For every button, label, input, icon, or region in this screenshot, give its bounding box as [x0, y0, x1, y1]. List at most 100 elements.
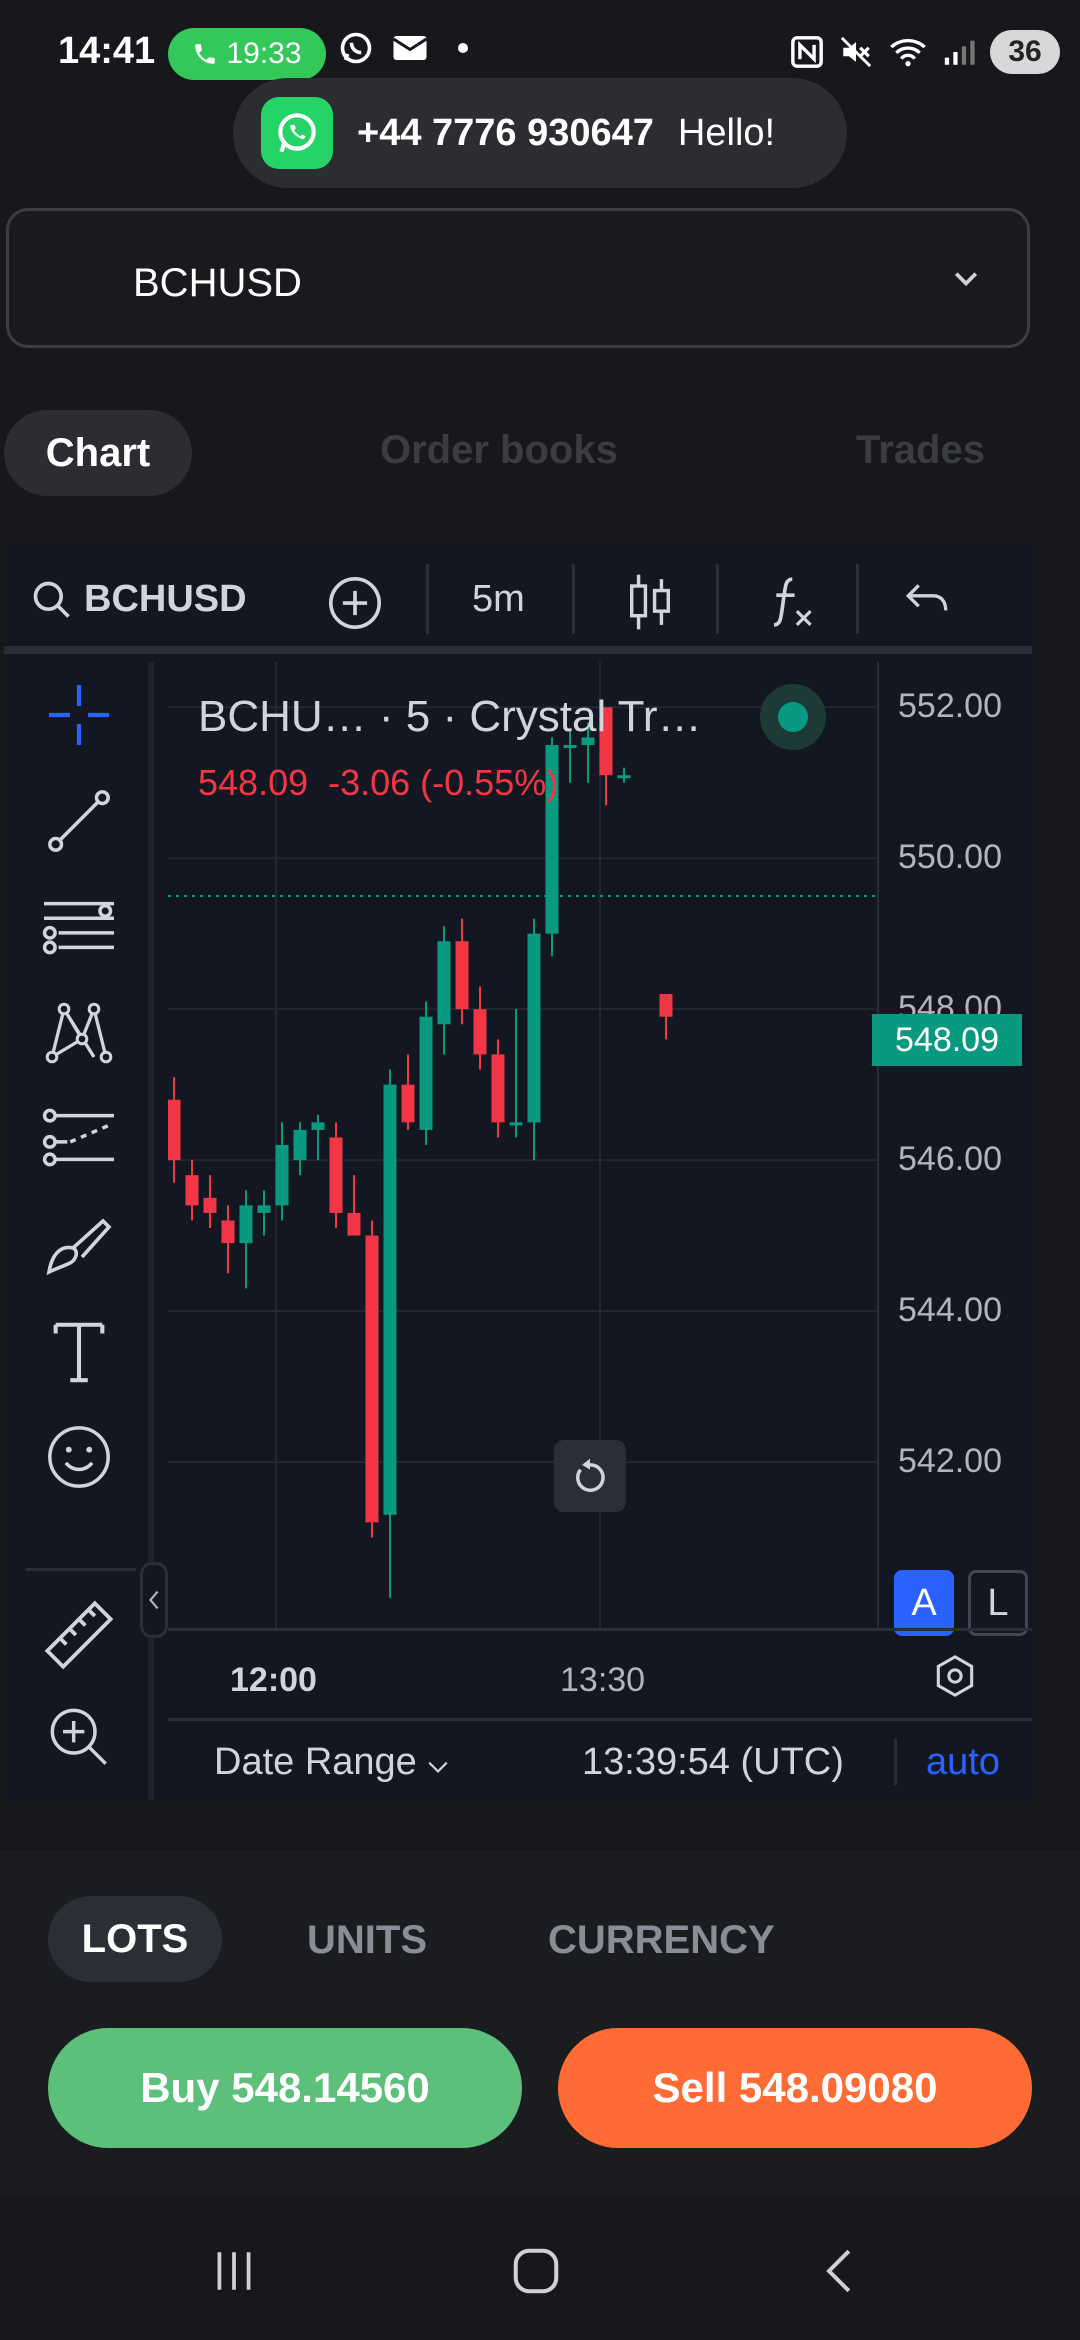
candle-body — [545, 745, 559, 934]
y-tick-label: 550.00 — [898, 838, 1002, 877]
recents-icon[interactable] — [194, 2241, 274, 2301]
candle-body — [203, 1197, 217, 1213]
legend-values: 548.09 -3.06 (-0.55%) — [198, 762, 558, 804]
signal-icon — [944, 40, 975, 65]
candle-body — [239, 1205, 253, 1244]
nfc-icon — [791, 36, 823, 68]
order-panel: LOTS UNITS CURRENCY Buy 548.14560 Sell 5… — [0, 1850, 1080, 2195]
search-icon[interactable] — [30, 578, 74, 622]
last-price-tag: 548.09 — [872, 1014, 1022, 1066]
chevron-down-icon — [428, 1761, 448, 1773]
indicators-icon[interactable] — [762, 570, 818, 634]
notification-message: Hello! — [677, 111, 776, 154]
status-time: 14:41 — [58, 30, 156, 72]
unit-tab-currency[interactable]: CURRENCY — [548, 1918, 775, 1962]
projection-icon[interactable] — [34, 1094, 124, 1184]
candle-body — [221, 1220, 235, 1244]
candle-body — [659, 994, 673, 1017]
interval-button[interactable]: 5m — [472, 578, 525, 620]
zoom-in-icon[interactable] — [34, 1692, 124, 1782]
text-icon[interactable] — [34, 1306, 124, 1396]
toolbar-symbol[interactable]: BCHUSD — [84, 578, 247, 620]
legend-last-price: 548.09 — [198, 762, 309, 803]
auto-scale-button[interactable]: A — [894, 1570, 954, 1636]
candle-body — [419, 1016, 433, 1130]
candle-body — [347, 1212, 361, 1236]
candle-body — [383, 1084, 397, 1515]
time-axis[interactable]: 12:00 13:30 — [168, 1628, 1032, 1718]
chart-bottom-bar: Date Range 13:39:54 (UTC) auto — [168, 1718, 1032, 1800]
reset-icon — [575, 1458, 605, 1492]
candle-body — [563, 745, 577, 749]
whatsapp-logo-icon — [261, 97, 333, 169]
whatsapp-notification[interactable]: +44 7776 930647 Hello! — [233, 78, 847, 188]
dot-icon — [458, 43, 468, 53]
call-timer: 19:33 — [226, 37, 302, 70]
home-icon[interactable] — [496, 2241, 576, 2301]
fib-icon[interactable] — [34, 882, 124, 972]
log-scale-button[interactable]: L — [968, 1570, 1028, 1636]
sell-button[interactable]: Sell 548.09080 — [558, 2028, 1032, 2148]
utc-clock[interactable]: 13:39:54 (UTC) — [582, 1741, 844, 1783]
phone-icon — [195, 44, 216, 64]
mute-icon — [840, 36, 872, 68]
candle-body — [275, 1145, 289, 1206]
symbol-select-value: BCHUSD — [133, 261, 302, 305]
unit-tab-lots[interactable]: LOTS — [48, 1896, 222, 1982]
candle-body — [401, 1084, 415, 1123]
market-status-indicator[interactable] — [760, 684, 826, 750]
system-navbar — [0, 2195, 1080, 2340]
crosshair-icon[interactable] — [34, 670, 124, 760]
pattern-icon[interactable] — [34, 988, 124, 1078]
wifi-icon — [890, 39, 926, 67]
y-tick-label: 544.00 — [898, 1291, 1002, 1330]
candle-body — [311, 1122, 325, 1130]
candle-body — [527, 933, 541, 1123]
whatsapp-icon — [340, 32, 372, 64]
legend-title[interactable]: BCHU… · 5 · Crystal Tr… — [198, 692, 702, 741]
candle-body — [329, 1137, 343, 1213]
candle-body — [455, 941, 469, 1010]
candle-body — [509, 1122, 523, 1126]
x-tick-label: 12:00 — [230, 1661, 317, 1699]
ongoing-call-pill[interactable]: 19:33 — [168, 28, 326, 80]
tab-trades[interactable]: Trades — [856, 428, 985, 472]
candle-body — [599, 707, 613, 776]
mail-icon — [392, 36, 428, 60]
candle-body — [473, 1009, 487, 1055]
collapse-toolbar-button[interactable] — [140, 1562, 168, 1638]
ruler-icon[interactable] — [34, 1590, 124, 1680]
add-compare-icon[interactable] — [326, 574, 384, 632]
y-tick-label: 542.00 — [898, 1441, 1002, 1480]
buy-button[interactable]: Buy 548.14560 — [48, 2028, 522, 2148]
candle-body — [185, 1175, 199, 1206]
tab-chart[interactable]: Chart — [4, 410, 192, 496]
chart-plot-area[interactable]: BCHU… · 5 · Crystal Tr… 548.09 -3.06 (-0… — [168, 662, 1032, 1800]
y-tick-label: 546.00 — [898, 1140, 1002, 1179]
drawing-toolbar — [4, 662, 154, 1800]
symbol-select[interactable]: BCHUSD — [6, 208, 1030, 348]
candlestick-chart[interactable] — [168, 662, 1032, 1628]
auto-button[interactable]: auto — [926, 1741, 1000, 1783]
tab-order-books[interactable]: Order books — [380, 428, 618, 472]
brush-icon[interactable] — [34, 1200, 124, 1290]
candle-body — [437, 941, 451, 1025]
date-range-button[interactable]: Date Range — [214, 1741, 449, 1784]
reset-chart-button[interactable] — [554, 1440, 626, 1512]
chart-widget: BCHUSD 5m — [4, 544, 1032, 1800]
notification-sender: +44 7776 930647 — [357, 111, 654, 154]
candle-body — [491, 1054, 505, 1123]
legend-change: -3.06 (-0.55%) — [328, 762, 559, 803]
back-icon[interactable] — [800, 2241, 880, 2301]
trendline-icon[interactable] — [34, 776, 124, 866]
candle-body — [581, 737, 595, 746]
chart-toolbar: BCHUSD 5m — [4, 544, 1032, 654]
candle-body — [168, 1099, 181, 1161]
emoji-icon[interactable] — [34, 1412, 124, 1502]
undo-icon[interactable] — [902, 578, 952, 622]
settings-icon[interactable] — [932, 1653, 978, 1699]
unit-tab-units[interactable]: UNITS — [307, 1918, 427, 1962]
candles-icon[interactable] — [622, 570, 678, 634]
y-tick-label: 552.00 — [898, 687, 1002, 726]
x-tick-label: 13:30 — [560, 1661, 646, 1699]
